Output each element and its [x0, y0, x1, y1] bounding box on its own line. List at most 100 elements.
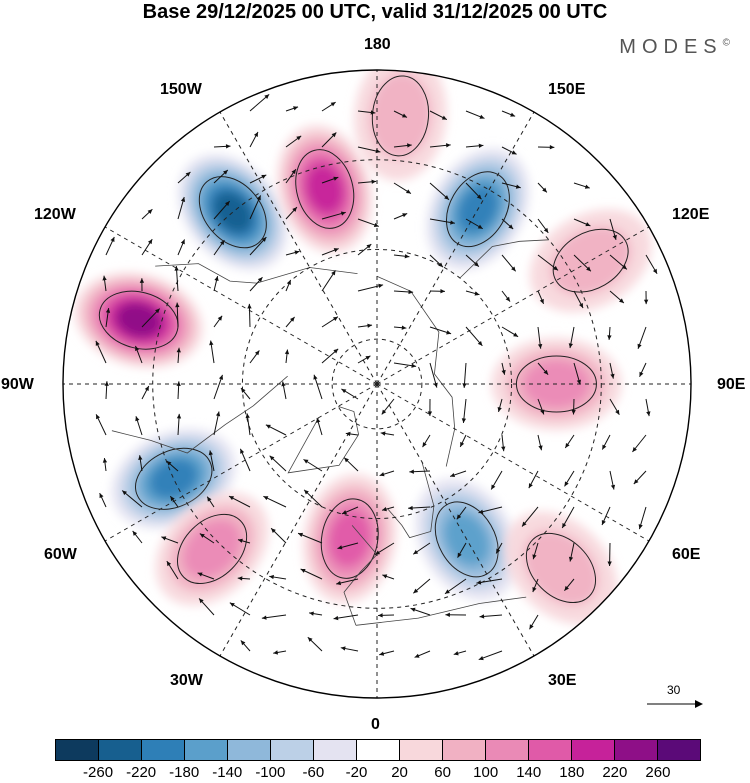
- wind-arrow: [427, 398, 433, 416]
- wind-arrow: [337, 542, 359, 550]
- wind-arrow: [357, 218, 379, 227]
- wind-arrow: [465, 143, 484, 148]
- wind-arrow: [303, 458, 323, 472]
- wind-arrow: [213, 200, 230, 220]
- wind-arrow: [537, 362, 549, 375]
- wind-arrow: [166, 560, 179, 580]
- colorbar-tick: -60: [302, 764, 325, 781]
- wind-arrow: [228, 495, 251, 508]
- colorbar-cell: [313, 740, 356, 760]
- wind-arrow: [357, 243, 372, 256]
- coastline: [355, 596, 527, 626]
- wind-arrow: [138, 455, 143, 472]
- wind-arrow: [121, 490, 143, 508]
- colorbar-tick: 260: [645, 764, 671, 781]
- wind-arrow: [501, 362, 506, 375]
- wind-arrow: [249, 195, 262, 220]
- wind-arrow: [261, 614, 287, 620]
- colorbar-cell: [270, 740, 313, 760]
- wind-arrow: [609, 218, 617, 240]
- wind-arrow: [532, 542, 539, 560]
- wind-arrow: [479, 614, 503, 619]
- wind-arrow: [139, 278, 145, 292]
- wind-arrow: [561, 506, 575, 529]
- wind-arrow: [476, 578, 503, 585]
- wind-arrow: [135, 345, 143, 364]
- wind-arrow: [381, 506, 395, 512]
- colorbar-tick: -220: [126, 764, 157, 781]
- wind-arrow: [176, 347, 181, 364]
- wind-arrow: [465, 218, 483, 230]
- wind-arrow: [422, 434, 431, 448]
- wind-arrow: [429, 289, 445, 294]
- wind-arrow: [393, 254, 410, 259]
- wind-arrow: [501, 254, 517, 272]
- wind-arrow: [102, 457, 108, 472]
- wind-arrow: [206, 496, 215, 508]
- wind-arrow: [341, 388, 359, 400]
- wind-arrow: [237, 538, 251, 544]
- wind-arrow: [249, 131, 259, 148]
- wind-arrow: [453, 650, 467, 656]
- wind-arrow: [529, 614, 539, 630]
- wind-arrow: [357, 355, 371, 364]
- wind-arrow: [465, 254, 480, 268]
- wind-arrow: [343, 457, 359, 472]
- wind-arrow: [381, 398, 395, 415]
- wind-arrow: [281, 381, 287, 400]
- wind-arrow: [461, 398, 467, 424]
- wind-arrow: [643, 290, 649, 305]
- wind-arrow: [263, 495, 287, 508]
- wind-arrow: [379, 650, 395, 656]
- wind-arrow: [462, 362, 467, 388]
- reference-vector-arrow: [647, 700, 703, 708]
- wind-arrow: [393, 143, 412, 148]
- wind-arrow: [177, 196, 186, 220]
- wind-arrow: [213, 315, 223, 328]
- colorbar-cell: [528, 740, 571, 760]
- lon-label-0: 0: [371, 716, 380, 733]
- wind-arrow: [357, 146, 381, 154]
- lon-label-120w: 120W: [34, 206, 76, 223]
- wind-arrow: [213, 239, 225, 256]
- wind-arrow: [393, 182, 412, 194]
- wind-arrow: [537, 182, 548, 193]
- wind-arrow: [247, 303, 252, 328]
- colorbar-cell: [442, 740, 485, 760]
- wind-arrow: [568, 326, 575, 349]
- colorbar-tick: 180: [559, 764, 585, 781]
- wind-arrow: [528, 470, 539, 489]
- wind-arrow: [537, 326, 543, 349]
- colorbar-ticks: -260 -220 -180 -140 -100 -60 -20 20 60 100 140 180 2…: [0, 764, 750, 782]
- wind-arrow: [501, 326, 519, 338]
- wind-arrow: [449, 470, 467, 478]
- latitude-circle: [331, 338, 423, 430]
- map-border: [62, 69, 692, 699]
- wind-arrow: [457, 542, 467, 558]
- lon-label-150e: 150E: [548, 81, 586, 98]
- brand-name: MODES: [619, 36, 723, 58]
- wind-arrow: [409, 469, 431, 474]
- wind-arrow: [501, 290, 511, 302]
- wind-arrow: [249, 174, 267, 184]
- wind-arrow: [571, 398, 576, 415]
- wind-arrow: [609, 362, 615, 379]
- wind-arrow: [357, 283, 384, 292]
- wind-arrow: [309, 611, 323, 616]
- wind-arrow: [313, 374, 323, 400]
- wind-arrow: [269, 574, 287, 580]
- wind-arrow: [249, 350, 260, 364]
- wind-arrow: [501, 110, 516, 117]
- coastline: [387, 461, 435, 539]
- colorbar-tick: -180: [169, 764, 200, 781]
- wind-arrow: [316, 417, 323, 436]
- lon-label-30w: 30W: [170, 672, 203, 689]
- wind-arrow: [633, 470, 647, 485]
- wind-arrow: [174, 266, 179, 292]
- wind-arrow: [197, 572, 215, 580]
- wind-arrow: [265, 424, 287, 436]
- wind-arrow: [285, 168, 297, 184]
- wind-arrow: [537, 290, 545, 305]
- wind-arrow: [478, 506, 503, 514]
- wind-arrow: [497, 398, 503, 413]
